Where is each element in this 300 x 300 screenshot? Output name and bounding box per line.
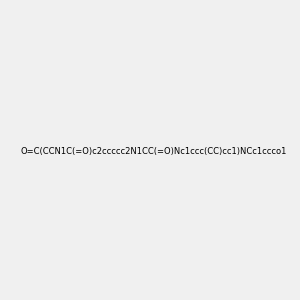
Text: O=C(CCN1C(=O)c2ccccc2N1CC(=O)Nc1ccc(CC)cc1)NCc1ccco1: O=C(CCN1C(=O)c2ccccc2N1CC(=O)Nc1ccc(CC)c… (21, 147, 287, 156)
